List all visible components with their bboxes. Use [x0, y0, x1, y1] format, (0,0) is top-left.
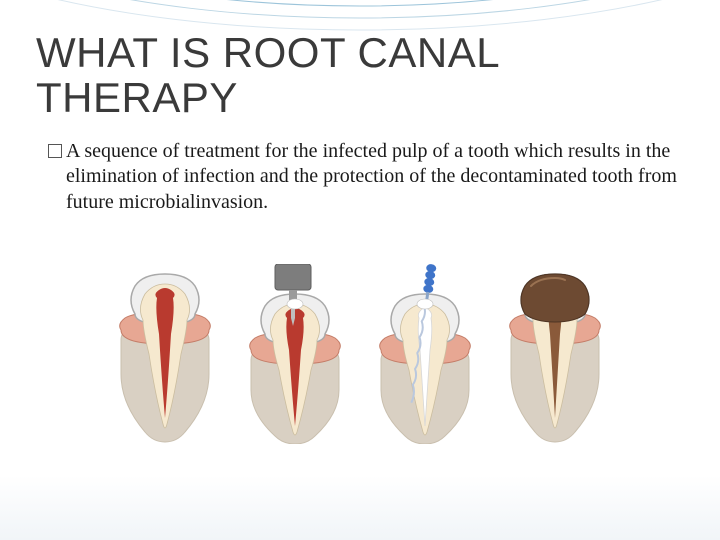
tooth-stage-filled: [505, 264, 605, 444]
tooth-stage-drilling: [245, 264, 345, 444]
slide-body: A sequence of treatment for the infected…: [36, 139, 684, 216]
tooth-stage-infected: [115, 264, 215, 444]
tooth-stage-cleaning: [375, 264, 475, 444]
bullet-text: A sequence of treatment for the infected…: [66, 139, 684, 216]
root-canal-stages-diagram: [36, 254, 684, 444]
bullet-item: A sequence of treatment for the infected…: [48, 139, 684, 216]
slide: WHAT IS ROOT CANAL THERAPY A sequence of…: [0, 0, 720, 540]
bullet-square-icon: [48, 144, 62, 158]
slide-title: WHAT IS ROOT CANAL THERAPY: [36, 30, 684, 121]
